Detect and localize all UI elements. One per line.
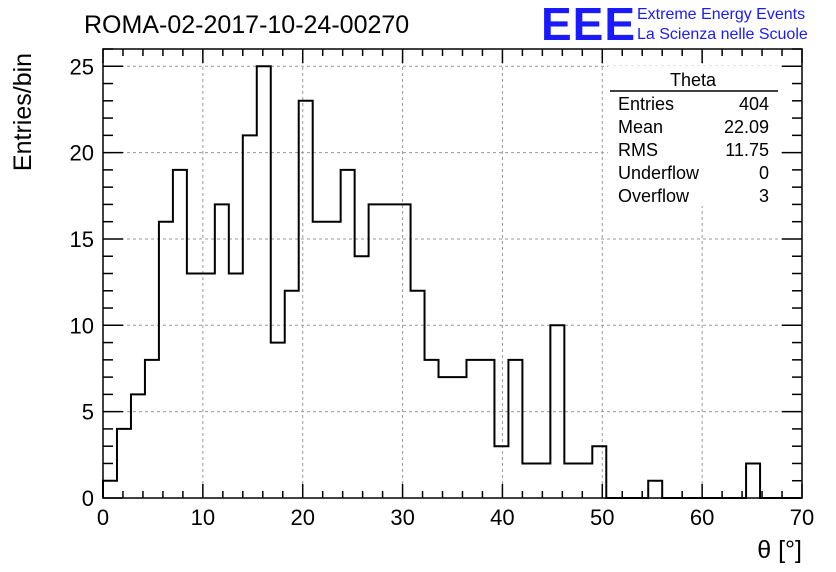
x-tick-label: 20 — [290, 505, 314, 530]
x-tick-label: 40 — [490, 505, 514, 530]
stats-value-mean: 22.09 — [724, 117, 769, 137]
histogram-bin — [536, 463, 550, 498]
histogram-bin — [425, 360, 439, 498]
histogram-bin — [173, 170, 187, 498]
histogram-bin — [648, 481, 662, 498]
histogram-bin — [299, 101, 313, 498]
y-axis-title: Entries/bin — [9, 53, 37, 171]
histogram-bin — [453, 377, 467, 498]
histogram-bin — [578, 463, 592, 498]
histogram-bin — [466, 360, 480, 498]
stats-label-rms: RMS — [618, 140, 658, 160]
axes — [102, 48, 803, 499]
stats-label-entries: Entries — [618, 94, 674, 114]
histogram-bin — [746, 463, 760, 498]
histogram-bin — [411, 291, 425, 498]
histogram-bin — [285, 291, 299, 498]
stats-title: Theta — [670, 70, 717, 90]
histogram-bin — [145, 360, 159, 498]
histogram-bin — [522, 463, 536, 498]
histogram-bin — [383, 204, 397, 498]
histogram-series — [102, 65, 802, 499]
histogram-bin — [550, 325, 564, 498]
stats-label-mean: Mean — [618, 117, 663, 137]
histogram-bin — [494, 446, 508, 498]
eee-logo: EEE Extreme Energy Events La Scienza nel… — [541, 0, 808, 50]
histogram-bin — [508, 360, 522, 498]
histogram-bin — [131, 394, 145, 498]
x-axis-title: θ [°] — [757, 536, 802, 564]
y-tick-label: 25 — [70, 54, 94, 79]
x-tick-label: 70 — [790, 505, 814, 530]
histogram-bin — [229, 274, 243, 499]
histogram-bin — [187, 274, 201, 499]
histogram-bin — [313, 222, 327, 498]
histogram-outline — [102, 65, 802, 499]
histogram-bin — [341, 170, 355, 498]
y-tick-label: 5 — [82, 400, 94, 425]
histogram-bin — [397, 204, 411, 498]
x-tick-label: 50 — [590, 505, 614, 530]
histogram-bin — [369, 204, 383, 498]
stats-value-underflow: 0 — [759, 163, 769, 183]
stats-value-overflow: 3 — [759, 186, 769, 206]
histogram-bin — [592, 446, 606, 498]
eee-logo-line2: La Scienza nelle Scuole — [637, 26, 808, 43]
histogram-bin — [271, 343, 285, 498]
histogram-bin — [355, 256, 369, 498]
x-tick-label: 10 — [191, 505, 215, 530]
chart-title: ROMA-02-2017-10-24-00270 — [84, 11, 409, 39]
histogram-bin — [480, 360, 494, 498]
y-tick-label: 15 — [70, 227, 94, 252]
eee-logo-letters: EEE — [541, 0, 636, 50]
x-tick-label: 30 — [390, 505, 414, 530]
histogram-bin — [564, 463, 578, 498]
eee-logo-line1: Extreme Energy Events — [637, 6, 805, 23]
histogram-bin — [159, 222, 173, 498]
histogram-bin — [215, 204, 229, 498]
x-tick-label: 60 — [690, 505, 714, 530]
y-tick-label: 10 — [70, 313, 94, 338]
stats-value-entries: 404 — [739, 94, 769, 114]
y-tick-label: 0 — [82, 486, 94, 511]
y-tick-label: 20 — [70, 141, 94, 166]
histogram-bin — [257, 66, 271, 498]
histogram-bin — [439, 377, 453, 498]
histogram-bin — [103, 481, 117, 498]
stats-box: Theta Entries 404 Mean 22.09 RMS 11.75 U… — [608, 66, 780, 206]
histogram-bin — [117, 429, 131, 498]
histogram-bin — [327, 222, 341, 498]
stats-value-rms: 11.75 — [725, 140, 769, 160]
stats-label-underflow: Underflow — [618, 163, 700, 183]
stats-label-overflow: Overflow — [618, 186, 690, 206]
histogram-bin — [201, 274, 215, 499]
x-tick-label: 0 — [97, 505, 109, 530]
histogram-bin — [243, 135, 257, 498]
